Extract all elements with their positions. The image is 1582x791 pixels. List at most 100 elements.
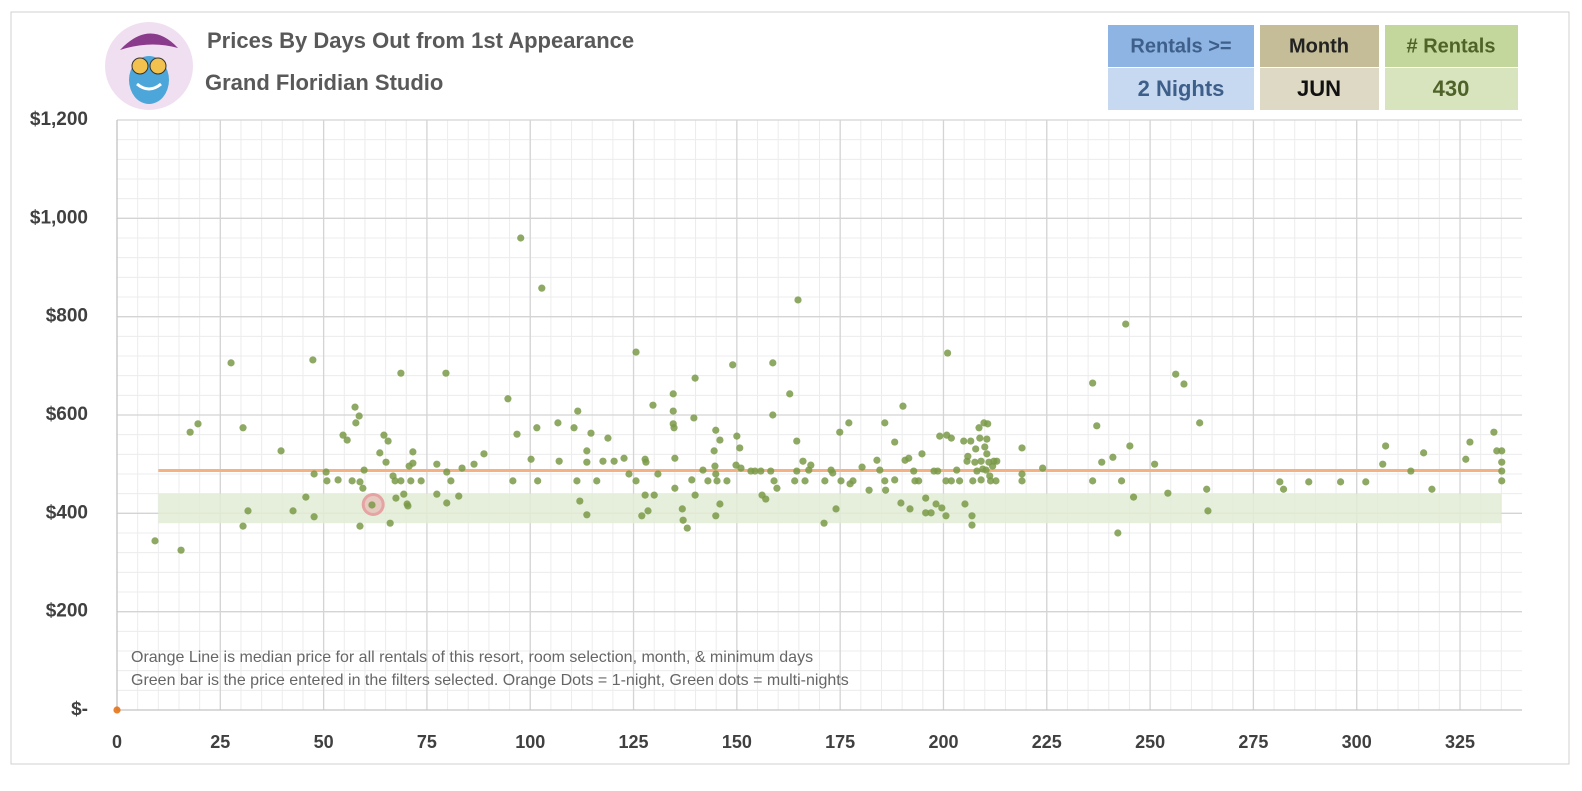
point (382, 458, 390, 466)
point (151, 537, 159, 545)
logo (105, 22, 193, 110)
point (716, 500, 724, 508)
point (1164, 489, 1172, 497)
point (1407, 467, 1415, 475)
point (599, 457, 607, 465)
point (849, 477, 857, 485)
price-band (158, 493, 1502, 524)
point (922, 509, 930, 517)
point (397, 477, 405, 485)
point (513, 430, 521, 438)
point (942, 477, 950, 485)
y-tick-label: $200 (46, 601, 88, 622)
point (593, 477, 601, 485)
point (1493, 447, 1501, 455)
point (391, 477, 399, 485)
point (690, 414, 698, 422)
point (1172, 370, 1180, 378)
point (712, 470, 720, 478)
point (302, 493, 310, 501)
point (1018, 444, 1026, 452)
point (1420, 449, 1428, 457)
point (1018, 470, 1026, 478)
point (638, 512, 646, 520)
point (767, 467, 775, 475)
chart-frame (10, 11, 1570, 765)
point (339, 431, 347, 439)
point (713, 477, 721, 485)
point (882, 486, 890, 494)
point (1305, 478, 1313, 486)
point (1379, 460, 1387, 468)
point (944, 349, 952, 357)
point (736, 444, 744, 452)
point (712, 512, 720, 520)
point (397, 369, 405, 377)
point (678, 505, 686, 513)
point (1180, 380, 1188, 388)
point (610, 457, 618, 465)
point (1117, 477, 1126, 485)
point (1498, 447, 1506, 455)
point (1276, 478, 1284, 486)
point (881, 477, 889, 485)
point (239, 424, 247, 432)
point (947, 434, 955, 442)
point (310, 470, 318, 478)
point (534, 477, 542, 485)
point (620, 454, 628, 462)
point (983, 450, 991, 458)
point (458, 464, 466, 472)
point (897, 499, 905, 507)
x-tick-label: 150 (722, 732, 752, 752)
point (1203, 485, 1211, 493)
point (1428, 485, 1436, 493)
point (1093, 422, 1101, 430)
point (699, 466, 707, 474)
point (891, 438, 899, 446)
point (239, 522, 247, 530)
point (574, 407, 582, 415)
point (604, 434, 612, 442)
filter-label: Month (1289, 35, 1349, 57)
point (984, 420, 992, 428)
point (683, 524, 691, 532)
point (443, 468, 451, 476)
point (322, 468, 330, 476)
point (975, 424, 983, 432)
y-tick-label: $400 (46, 502, 88, 523)
point (915, 477, 923, 485)
filter-label: Rentals >= (1130, 35, 1231, 57)
point (791, 477, 799, 485)
x-tick-label: 100 (515, 732, 545, 752)
point (1122, 320, 1130, 328)
point (837, 477, 845, 485)
point (820, 519, 828, 527)
filter-box: Rentals >= 2 Nights (1108, 25, 1254, 110)
point (793, 437, 801, 445)
point (1109, 453, 1117, 461)
point (953, 466, 961, 474)
point (641, 491, 649, 499)
point (836, 428, 844, 436)
subtitle: Grand Floridian Studio (205, 70, 443, 95)
point (981, 443, 989, 451)
point (1039, 464, 1047, 472)
point (1196, 419, 1204, 427)
point (968, 521, 976, 529)
annotation: Orange Line is median price for all rent… (131, 649, 813, 666)
point (669, 407, 677, 415)
point (881, 419, 889, 427)
point (704, 477, 712, 485)
point (737, 464, 745, 472)
plot: 0 25 50 75 100 125 150 175 200 225 250 275 300 325 $- $… (30, 109, 1522, 752)
point (244, 507, 252, 515)
point (352, 419, 360, 427)
point (770, 477, 778, 485)
point (632, 477, 640, 485)
point (277, 447, 285, 455)
filter-value: 430 (1433, 76, 1470, 101)
point (455, 492, 463, 500)
point (1466, 438, 1474, 446)
filter-box: # Rentals 430 (1385, 25, 1518, 110)
